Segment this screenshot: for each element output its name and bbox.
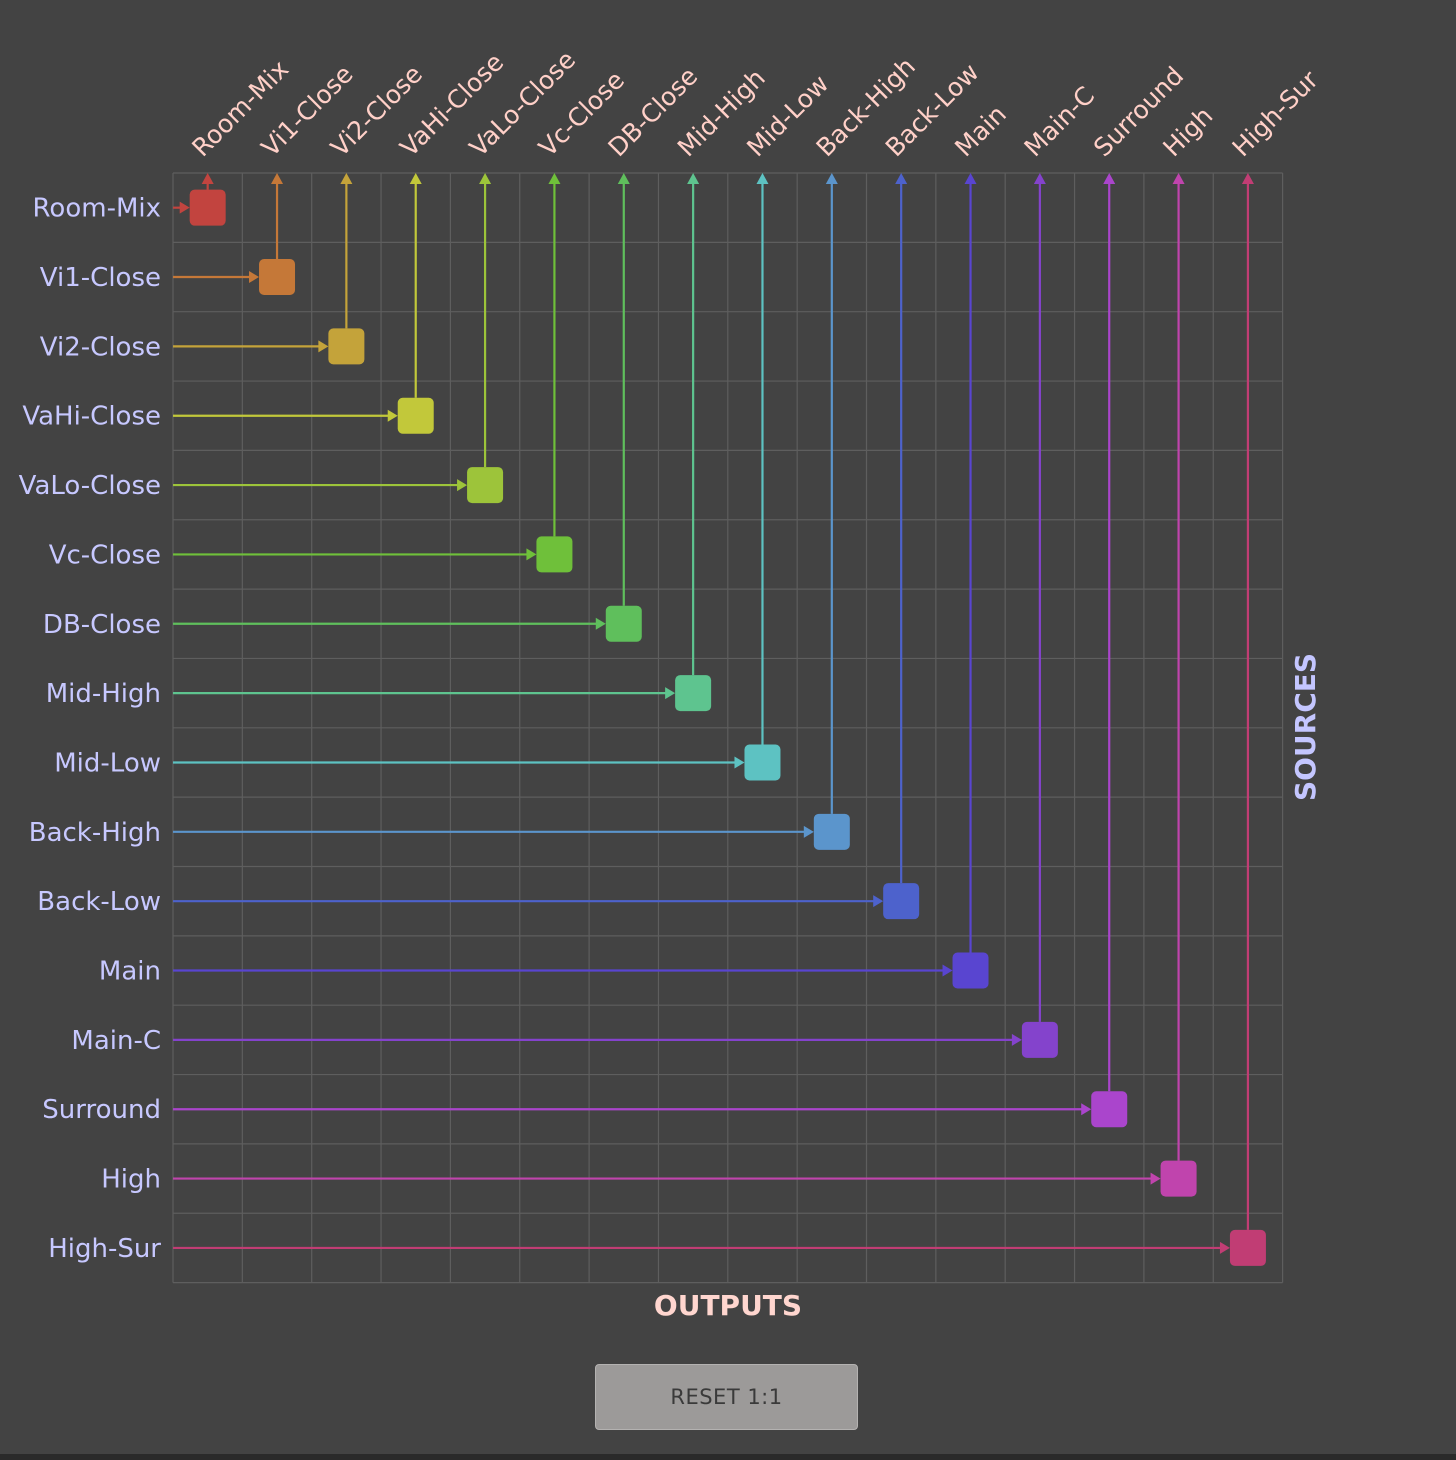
- output-label: Main-C: [1019, 81, 1100, 162]
- source-label: Room-Mix: [33, 194, 161, 224]
- source-label: VaLo-Close: [19, 471, 161, 501]
- arrow-right-icon: [942, 964, 953, 977]
- source-label: Back-Low: [37, 887, 161, 917]
- route-node[interactable]: [1229, 1229, 1266, 1266]
- route-node[interactable]: [883, 883, 920, 920]
- arrow-up-icon: [687, 173, 700, 184]
- arrow-up-icon: [1033, 173, 1046, 184]
- route-node[interactable]: [1160, 1160, 1197, 1197]
- source-label: Main: [99, 957, 161, 987]
- arrow-up-icon: [825, 173, 838, 184]
- output-label: Main: [949, 100, 1012, 163]
- source-labels: Room-Mix Vi1-Close Vi2-Close VaHi-Close VaLo…: [19, 194, 162, 1264]
- output-label: High: [1157, 101, 1218, 162]
- route-node[interactable]: [536, 536, 573, 573]
- arrow-up-icon: [479, 173, 492, 184]
- arrow-up-icon: [1103, 173, 1116, 184]
- output-label: High-Sur: [1227, 65, 1325, 163]
- arrow-right-icon: [249, 271, 260, 284]
- outputs-axis-title: OUTPUTS: [654, 1289, 802, 1322]
- arrow-right-icon: [1081, 1103, 1092, 1116]
- arrow-right-icon: [734, 756, 745, 769]
- route-node[interactable]: [744, 744, 781, 781]
- route-nodes: [189, 189, 1266, 1266]
- route-node[interactable]: [1091, 1091, 1128, 1128]
- route-node[interactable]: [189, 189, 226, 226]
- source-label: Main-C: [71, 1026, 161, 1056]
- arrow-up-icon: [201, 173, 214, 184]
- arrow-right-icon: [387, 409, 398, 422]
- matrix-grid: [172, 172, 1284, 1284]
- route-node[interactable]: [605, 605, 642, 642]
- arrow-up-icon: [895, 173, 908, 184]
- route-node[interactable]: [328, 328, 365, 365]
- arrow-right-icon: [1150, 1172, 1161, 1185]
- arrow-up-icon: [617, 173, 630, 184]
- arrow-right-icon: [179, 201, 190, 214]
- source-label: DB-Close: [43, 610, 161, 640]
- sources-axis-title: SOURCES: [1289, 653, 1322, 801]
- arrow-right-icon: [1011, 1033, 1022, 1046]
- route-node[interactable]: [952, 952, 989, 989]
- arrow-right-icon: [526, 548, 537, 561]
- route-node[interactable]: [467, 467, 504, 504]
- source-label: VaHi-Close: [22, 402, 161, 432]
- arrow-up-icon: [409, 173, 422, 184]
- arrow-up-icon: [756, 173, 769, 184]
- source-label: Back-High: [29, 818, 161, 848]
- source-label: Vi2-Close: [40, 332, 161, 362]
- route-node[interactable]: [1021, 1021, 1058, 1058]
- arrow-right-icon: [665, 687, 676, 700]
- source-label: Vc-Close: [49, 540, 161, 570]
- route-lines: [173, 173, 1254, 1254]
- bottom-strip: [0, 1454, 1456, 1460]
- reset-button[interactable]: RESET 1:1: [595, 1364, 858, 1430]
- arrow-up-icon: [548, 173, 561, 184]
- output-labels: Room-MixVi1-CloseVi2-CloseVaHi-CloseVaLo…: [186, 45, 1324, 162]
- source-label: Mid-High: [46, 679, 161, 709]
- route-node[interactable]: [397, 397, 434, 434]
- arrow-up-icon: [1172, 173, 1185, 184]
- arrow-right-icon: [318, 340, 329, 353]
- source-label: Surround: [42, 1095, 161, 1125]
- arrow-right-icon: [595, 617, 606, 630]
- arrow-right-icon: [457, 479, 468, 492]
- arrow-right-icon: [1219, 1241, 1230, 1254]
- arrow-up-icon: [1241, 173, 1254, 184]
- arrow-up-icon: [271, 173, 284, 184]
- route-node[interactable]: [259, 259, 296, 296]
- route-node[interactable]: [675, 675, 712, 712]
- arrow-right-icon: [803, 825, 814, 838]
- source-label: High-Sur: [48, 1234, 161, 1264]
- source-label: Mid-Low: [54, 748, 161, 778]
- source-label: Vi1-Close: [40, 263, 161, 293]
- route-node[interactable]: [813, 813, 850, 850]
- arrow-up-icon: [964, 173, 977, 184]
- source-label: High: [101, 1165, 161, 1195]
- arrow-right-icon: [873, 895, 884, 908]
- arrow-up-icon: [340, 173, 353, 184]
